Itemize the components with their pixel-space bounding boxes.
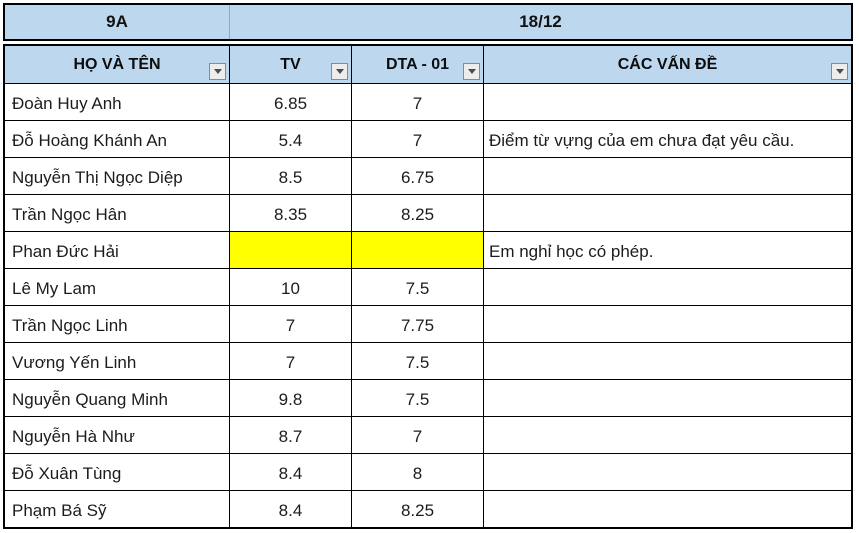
cell-name[interactable]: Phan Đức Hải — [5, 232, 230, 268]
cell-dta[interactable]: 8 — [352, 454, 484, 490]
filter-button-dta[interactable] — [463, 63, 480, 80]
cell-dta[interactable]: 8.25 — [352, 195, 484, 231]
grades-table: HỌ VÀ TÊN TV DTA - 01 CÁC VẤN ĐỀ Đoàn Hu… — [3, 44, 853, 529]
table-row: Đỗ Hoàng Khánh An 5.4 7 Điểm từ vựng của… — [5, 120, 851, 157]
cell-name[interactable]: Đỗ Hoàng Khánh An — [5, 121, 230, 157]
cell-dta-highlighted[interactable] — [352, 232, 484, 268]
cell-issues[interactable] — [484, 158, 851, 194]
cell-issues[interactable] — [484, 417, 851, 453]
cell-issues[interactable] — [484, 195, 851, 231]
cell-tv[interactable]: 8.7 — [230, 417, 352, 453]
date-cell[interactable]: 18/12 — [519, 12, 562, 31]
cell-issues[interactable] — [484, 454, 851, 490]
table-row: Phan Đức Hải Em nghỉ học có phép. — [5, 231, 851, 268]
cell-dta[interactable]: 7 — [352, 84, 484, 120]
table-row: Trần Ngọc Hân 8.35 8.25 — [5, 194, 851, 231]
cell-dta[interactable]: 7.5 — [352, 269, 484, 305]
cell-dta[interactable]: 6.75 — [352, 158, 484, 194]
table-row: Phạm Bá Sỹ 8.4 8.25 — [5, 490, 851, 527]
table-row: Trần Ngọc Linh 7 7.75 — [5, 305, 851, 342]
cell-issues[interactable] — [484, 269, 851, 305]
cell-tv-highlighted[interactable] — [230, 232, 352, 268]
column-header-dta-label: DTA - 01 — [385, 55, 450, 73]
column-header-name-label: HỌ VÀ TÊN — [73, 55, 161, 73]
cell-tv[interactable]: 9.8 — [230, 380, 352, 416]
filter-button-issues[interactable] — [831, 63, 848, 80]
cell-dta[interactable]: 7 — [352, 417, 484, 453]
column-header-dta[interactable]: DTA - 01 — [352, 46, 484, 83]
cell-issues[interactable]: Em nghỉ học có phép. — [489, 242, 654, 261]
cell-issues[interactable] — [484, 343, 851, 379]
cell-name[interactable]: Trần Ngọc Linh — [5, 306, 230, 342]
table-row: Nguyễn Quang Minh 9.8 7.5 — [5, 379, 851, 416]
cell-name[interactable]: Nguyễn Thị Ngọc Diệp — [5, 158, 230, 194]
column-header-name[interactable]: HỌ VÀ TÊN — [5, 46, 230, 83]
table-row: Vương Yến Linh 7 7.5 — [5, 342, 851, 379]
cell-issues[interactable] — [484, 491, 851, 527]
cell-dta[interactable]: 8.25 — [352, 491, 484, 527]
cell-tv[interactable]: 8.4 — [230, 491, 352, 527]
filter-dropdown-icon — [213, 69, 222, 74]
cell-tv[interactable]: 10 — [230, 269, 352, 305]
cell-issues[interactable] — [484, 84, 851, 120]
cell-name[interactable]: Phạm Bá Sỹ — [5, 491, 230, 527]
cell-name[interactable]: Đỗ Xuân Tùng — [5, 454, 230, 490]
cell-tv[interactable]: 6.85 — [230, 84, 352, 120]
cell-name[interactable]: Nguyễn Hà Như — [5, 417, 230, 453]
cell-tv[interactable]: 8.35 — [230, 195, 352, 231]
column-header-issues-label: CÁC VẤN ĐỀ — [617, 55, 718, 73]
table-row: Lê My Lam 10 7.5 — [5, 268, 851, 305]
column-header-tv-label: TV — [280, 55, 301, 73]
cell-tv[interactable]: 5.4 — [230, 121, 352, 157]
filter-button-name[interactable] — [209, 63, 226, 80]
class-cell[interactable]: 9A — [5, 5, 230, 39]
table-row: Nguyễn Hà Như 8.7 7 — [5, 416, 851, 453]
cell-tv[interactable]: 8.5 — [230, 158, 352, 194]
filter-button-tv[interactable] — [331, 63, 348, 80]
top-header-row: 9A 18/12 — [3, 3, 853, 41]
cell-tv[interactable]: 7 — [230, 343, 352, 379]
column-header-tv[interactable]: TV — [230, 46, 352, 83]
cell-dta[interactable]: 7.75 — [352, 306, 484, 342]
cell-issues[interactable]: Điểm từ vựng của em chưa đạt yêu cầu. — [489, 131, 795, 150]
cell-name[interactable]: Nguyễn Quang Minh — [5, 380, 230, 416]
column-header-row: HỌ VÀ TÊN TV DTA - 01 CÁC VẤN ĐỀ — [5, 46, 851, 83]
filter-dropdown-icon — [335, 69, 344, 74]
cell-tv[interactable]: 8.4 — [230, 454, 352, 490]
cell-tv[interactable]: 7 — [230, 306, 352, 342]
cell-issues[interactable] — [484, 380, 851, 416]
table-row: Đoàn Huy Anh 6.85 7 — [5, 83, 851, 120]
filter-dropdown-icon — [835, 69, 844, 74]
table-row: Nguyễn Thị Ngọc Diệp 8.5 6.75 — [5, 157, 851, 194]
table-row: Đỗ Xuân Tùng 8.4 8 — [5, 453, 851, 490]
cell-name[interactable]: Vương Yến Linh — [5, 343, 230, 379]
cell-name[interactable]: Lê My Lam — [5, 269, 230, 305]
cell-dta[interactable]: 7.5 — [352, 380, 484, 416]
filter-dropdown-icon — [467, 69, 476, 74]
cell-dta[interactable]: 7.5 — [352, 343, 484, 379]
cell-issues[interactable] — [484, 306, 851, 342]
cell-name[interactable]: Trần Ngọc Hân — [5, 195, 230, 231]
cell-dta[interactable]: 7 — [352, 121, 484, 157]
cell-name[interactable]: Đoàn Huy Anh — [5, 84, 230, 120]
column-header-issues[interactable]: CÁC VẤN ĐỀ — [484, 46, 851, 83]
